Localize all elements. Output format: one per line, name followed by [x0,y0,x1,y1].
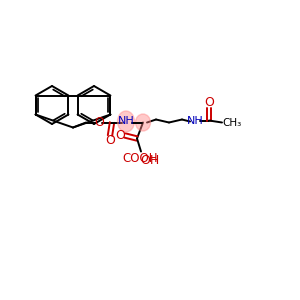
Text: NH: NH [118,116,134,127]
Text: O: O [204,96,214,109]
Text: NH: NH [187,116,203,125]
Text: O: O [105,134,115,147]
Ellipse shape [118,111,134,132]
Ellipse shape [136,114,151,131]
Text: COOH: COOH [122,152,158,165]
Text: O: O [94,116,104,129]
Text: O: O [115,129,125,142]
Text: OH: OH [140,154,160,167]
Text: CH₃: CH₃ [222,118,242,128]
